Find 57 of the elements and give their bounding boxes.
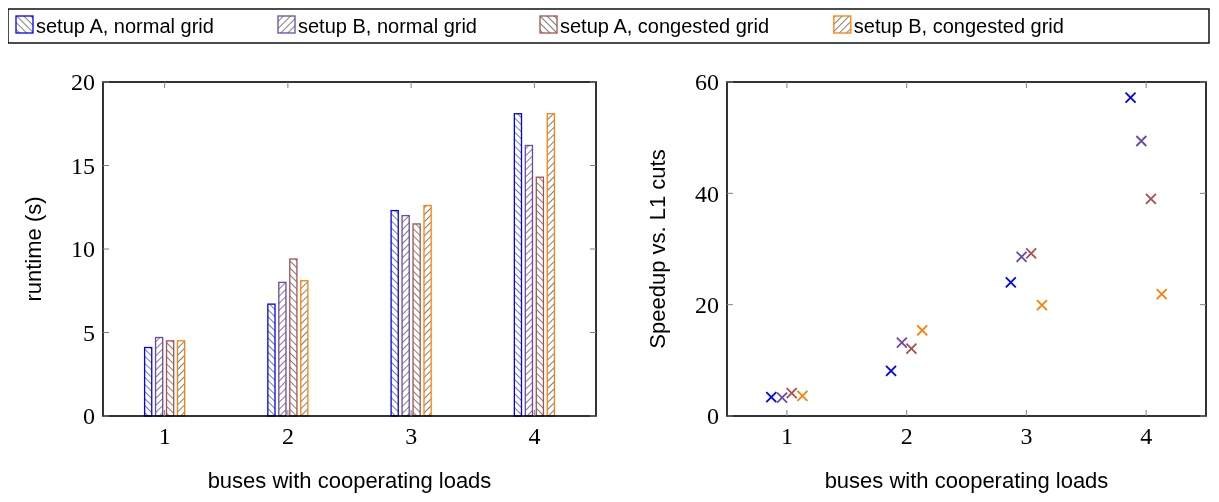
legend-label: setup A, normal grid [36,15,214,37]
point [1145,193,1157,205]
y-axis-title: runtime (s) [21,196,46,302]
point [1124,91,1137,104]
point [885,365,897,377]
x-tick-label: 3 [405,423,418,449]
point [1155,288,1168,300]
y-tick-label: 20 [695,292,719,319]
point [776,391,788,404]
bar [165,340,175,417]
point [1025,247,1038,260]
point [785,387,798,400]
point [905,342,918,355]
y-tick-label: 0 [707,403,719,430]
point [895,336,908,349]
point [916,324,929,337]
point [1004,276,1017,289]
bar [300,280,309,417]
bar [535,176,545,417]
bar [401,214,410,417]
point [1015,250,1028,263]
bar [176,340,186,417]
y-tick-label: 15 [71,152,95,179]
legend-label: setup B, congested grid [853,15,1064,37]
bar [390,209,399,417]
x-tick-label: 3 [1020,423,1033,449]
point [1135,135,1148,147]
bar [289,258,298,417]
bar [513,113,523,417]
legend-label: setup A, congested grid [560,15,770,37]
y-tick-label: 40 [695,180,719,207]
y-tick-label: 20 [71,69,95,96]
y-tick-label: 10 [71,236,95,263]
bar [412,223,421,417]
bar [524,144,534,417]
x-tick-label: 1 [158,423,171,449]
x-tick-label: 4 [528,423,541,449]
x-axis-title: buses with cooperating loads [207,468,492,493]
x-tick-label: 2 [281,423,294,449]
bar [267,303,276,417]
bar [278,281,287,417]
bar [154,336,164,417]
y-tick-label: 60 [695,69,719,96]
point [1036,299,1048,312]
legend-label: setup B, normal grid [298,15,477,37]
point [765,391,778,403]
x-tick-label: 2 [900,423,913,449]
bar [546,113,556,417]
x-tick-label: 1 [780,423,793,449]
y-axis-title: Speedup vs. L1 cuts [645,149,670,349]
x-axis-title: buses with cooperating loads [824,468,1109,493]
x-tick-label: 4 [1140,423,1153,449]
bar [143,346,153,417]
y-tick-label: 5 [83,319,95,346]
point [796,390,809,402]
y-tick-label: 0 [83,403,95,430]
bar [423,204,432,417]
